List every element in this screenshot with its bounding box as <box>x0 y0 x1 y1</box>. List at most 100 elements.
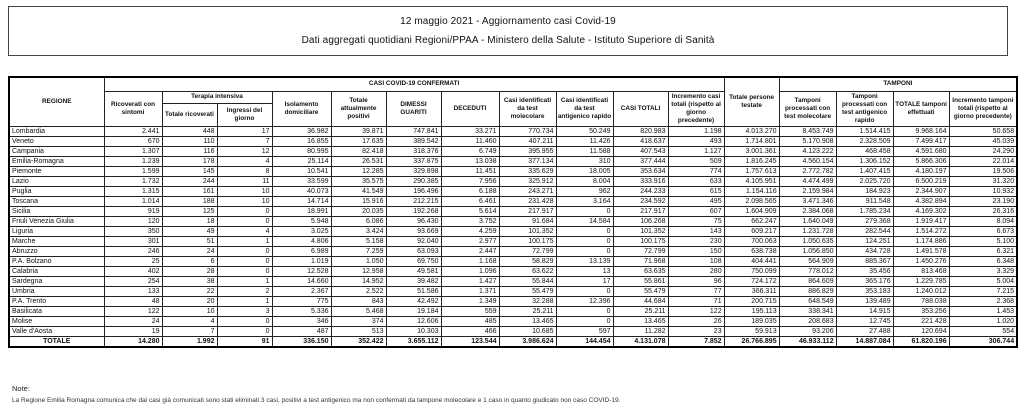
value-cell: 14.714 <box>271 195 332 207</box>
region-name-cell: Lombardia <box>8 125 105 137</box>
value-cell: 495 <box>667 195 725 207</box>
value-cell: 12.958 <box>330 265 387 277</box>
value-cell: 91 <box>216 335 273 347</box>
value-cell: 9.968.164 <box>892 125 950 137</box>
value-cell: 1.229.785 <box>892 275 950 287</box>
value-cell: 0 <box>555 225 614 237</box>
value-cell: 6.188 <box>440 185 500 197</box>
report-title: 12 maggio 2021 - Aggiornamento casi Covi… <box>400 15 616 27</box>
column-header-attualmente-positivi: Totale attualmente positivi <box>330 90 387 127</box>
column-header-isolamento: Isolamento domiciliare <box>271 90 332 127</box>
value-cell: 0 <box>216 315 273 327</box>
value-cell: 18.005 <box>555 165 614 177</box>
value-cell: 93.206 <box>778 325 837 337</box>
value-cell: 5.614 <box>440 205 500 217</box>
value-cell: 1.154.116 <box>723 185 780 197</box>
value-cell: 5.004 <box>948 275 1018 287</box>
value-cell: 26.766.895 <box>723 335 780 347</box>
value-cell: 638.738 <box>723 245 780 257</box>
value-cell: 200.715 <box>723 295 780 307</box>
value-cell: 41.549 <box>330 185 387 197</box>
value-cell: 45.039 <box>948 135 1018 147</box>
value-cell: 11.426 <box>555 135 614 147</box>
value-cell: 1.174.886 <box>892 235 950 247</box>
region-name-cell: Toscana <box>8 195 105 207</box>
group-header-casi-confermati: CASI COVID-19 CONFERMATI <box>103 76 725 92</box>
value-cell: 217.917 <box>612 205 669 217</box>
value-cell: 25.211 <box>612 305 669 317</box>
value-cell: 609.217 <box>723 225 780 237</box>
value-cell: 2.025.720 <box>835 175 894 187</box>
value-cell: 485 <box>440 315 500 327</box>
value-cell: 301 <box>103 235 163 247</box>
value-cell: 49.581 <box>385 265 442 277</box>
value-cell: 71.968 <box>612 255 669 267</box>
column-header-tamponi-molecolare: Tamponi processati con test molecolare <box>778 90 837 127</box>
value-cell: 50.249 <box>555 125 614 137</box>
table-row: Puglia 1.315 161 10 40.073 41.549 196.496 6.188… <box>8 185 1018 197</box>
value-cell: 10.932 <box>948 185 1018 197</box>
value-cell: 4.123.222 <box>778 145 837 157</box>
value-cell: 110 <box>161 135 218 147</box>
table-row: Friuli Venezia Giulia 120 18 0 5.948 6.086 96.… <box>8 215 1018 227</box>
value-cell: 2.098.565 <box>723 195 780 207</box>
value-cell: 1.371 <box>440 285 500 297</box>
value-cell: 208.683 <box>778 315 837 327</box>
value-cell: 25.211 <box>498 305 557 317</box>
value-cell: 0 <box>555 315 614 327</box>
value-cell: 5.468 <box>330 305 387 317</box>
value-cell: 750.099 <box>723 265 780 277</box>
value-cell: 101.352 <box>498 225 557 237</box>
column-header-ricoverati: Ricoverati con sintomi <box>103 90 163 127</box>
value-cell: 4.131.078 <box>612 335 669 347</box>
table-row: Lazio 1.732 244 11 33.599 35.575 290.385 7.956 3… <box>8 175 1018 187</box>
column-header-casi-antigenico: Casi identificati da test antigenico rap… <box>555 90 614 127</box>
value-cell: 82.418 <box>330 145 387 157</box>
value-cell: 100.175 <box>498 235 557 247</box>
value-cell: 1.491.578 <box>892 245 950 257</box>
table-row: Toscana 1.014 188 10 14.714 15.916 212.215 6.46… <box>8 195 1018 207</box>
value-cell: 234.592 <box>612 195 669 207</box>
value-cell: 31.320 <box>948 175 1018 187</box>
value-cell: 0 <box>216 215 273 227</box>
value-cell: 24 <box>161 245 218 257</box>
value-cell: 1.514.415 <box>835 125 894 137</box>
value-cell: 280 <box>667 265 725 277</box>
value-cell: 3.424 <box>330 225 387 237</box>
value-cell: 1.450.276 <box>892 255 950 267</box>
value-cell: 615 <box>667 185 725 197</box>
value-cell: 72.799 <box>498 245 557 257</box>
value-cell: 10 <box>216 185 273 197</box>
value-cell: 1.407.415 <box>835 165 894 177</box>
value-cell: 17.635 <box>330 135 387 147</box>
value-cell: 493 <box>667 135 725 147</box>
value-cell: 13 <box>555 265 614 277</box>
value-cell: 724.172 <box>723 275 780 287</box>
notes-text: La Regione Emilia Romagna comunica che d… <box>12 397 621 404</box>
value-cell: 108 <box>667 255 725 267</box>
value-cell: 335.629 <box>498 165 557 177</box>
value-cell: 788.038 <box>892 295 950 307</box>
value-cell: 22 <box>161 285 218 297</box>
value-cell: 1.014 <box>103 195 163 207</box>
value-cell: 144.454 <box>555 335 614 347</box>
value-cell: 150 <box>667 245 725 257</box>
value-cell: 1.240.012 <box>892 285 950 297</box>
value-cell: 282.544 <box>835 225 894 237</box>
region-name-cell: P.A. Bolzano <box>8 255 105 267</box>
value-cell: 2.367 <box>271 285 332 297</box>
value-cell: 14.952 <box>330 275 387 287</box>
value-cell: 1.198 <box>667 125 725 137</box>
value-cell: 843 <box>330 295 387 307</box>
value-cell: 1.757.613 <box>723 165 780 177</box>
value-cell: 125 <box>161 205 218 217</box>
value-cell: 407.211 <box>498 135 557 147</box>
value-cell: 3.001.361 <box>723 145 780 157</box>
value-cell: 8.453.749 <box>778 125 837 137</box>
value-cell: 14.915 <box>835 305 894 317</box>
value-cell: 885.367 <box>835 255 894 267</box>
value-cell: 192.268 <box>385 205 442 217</box>
value-cell: 778.012 <box>778 265 837 277</box>
covid-data-table: REGIONE CASI COVID-19 CONFERMATI Totale … <box>8 76 1019 348</box>
value-cell: 6.461 <box>440 195 500 207</box>
